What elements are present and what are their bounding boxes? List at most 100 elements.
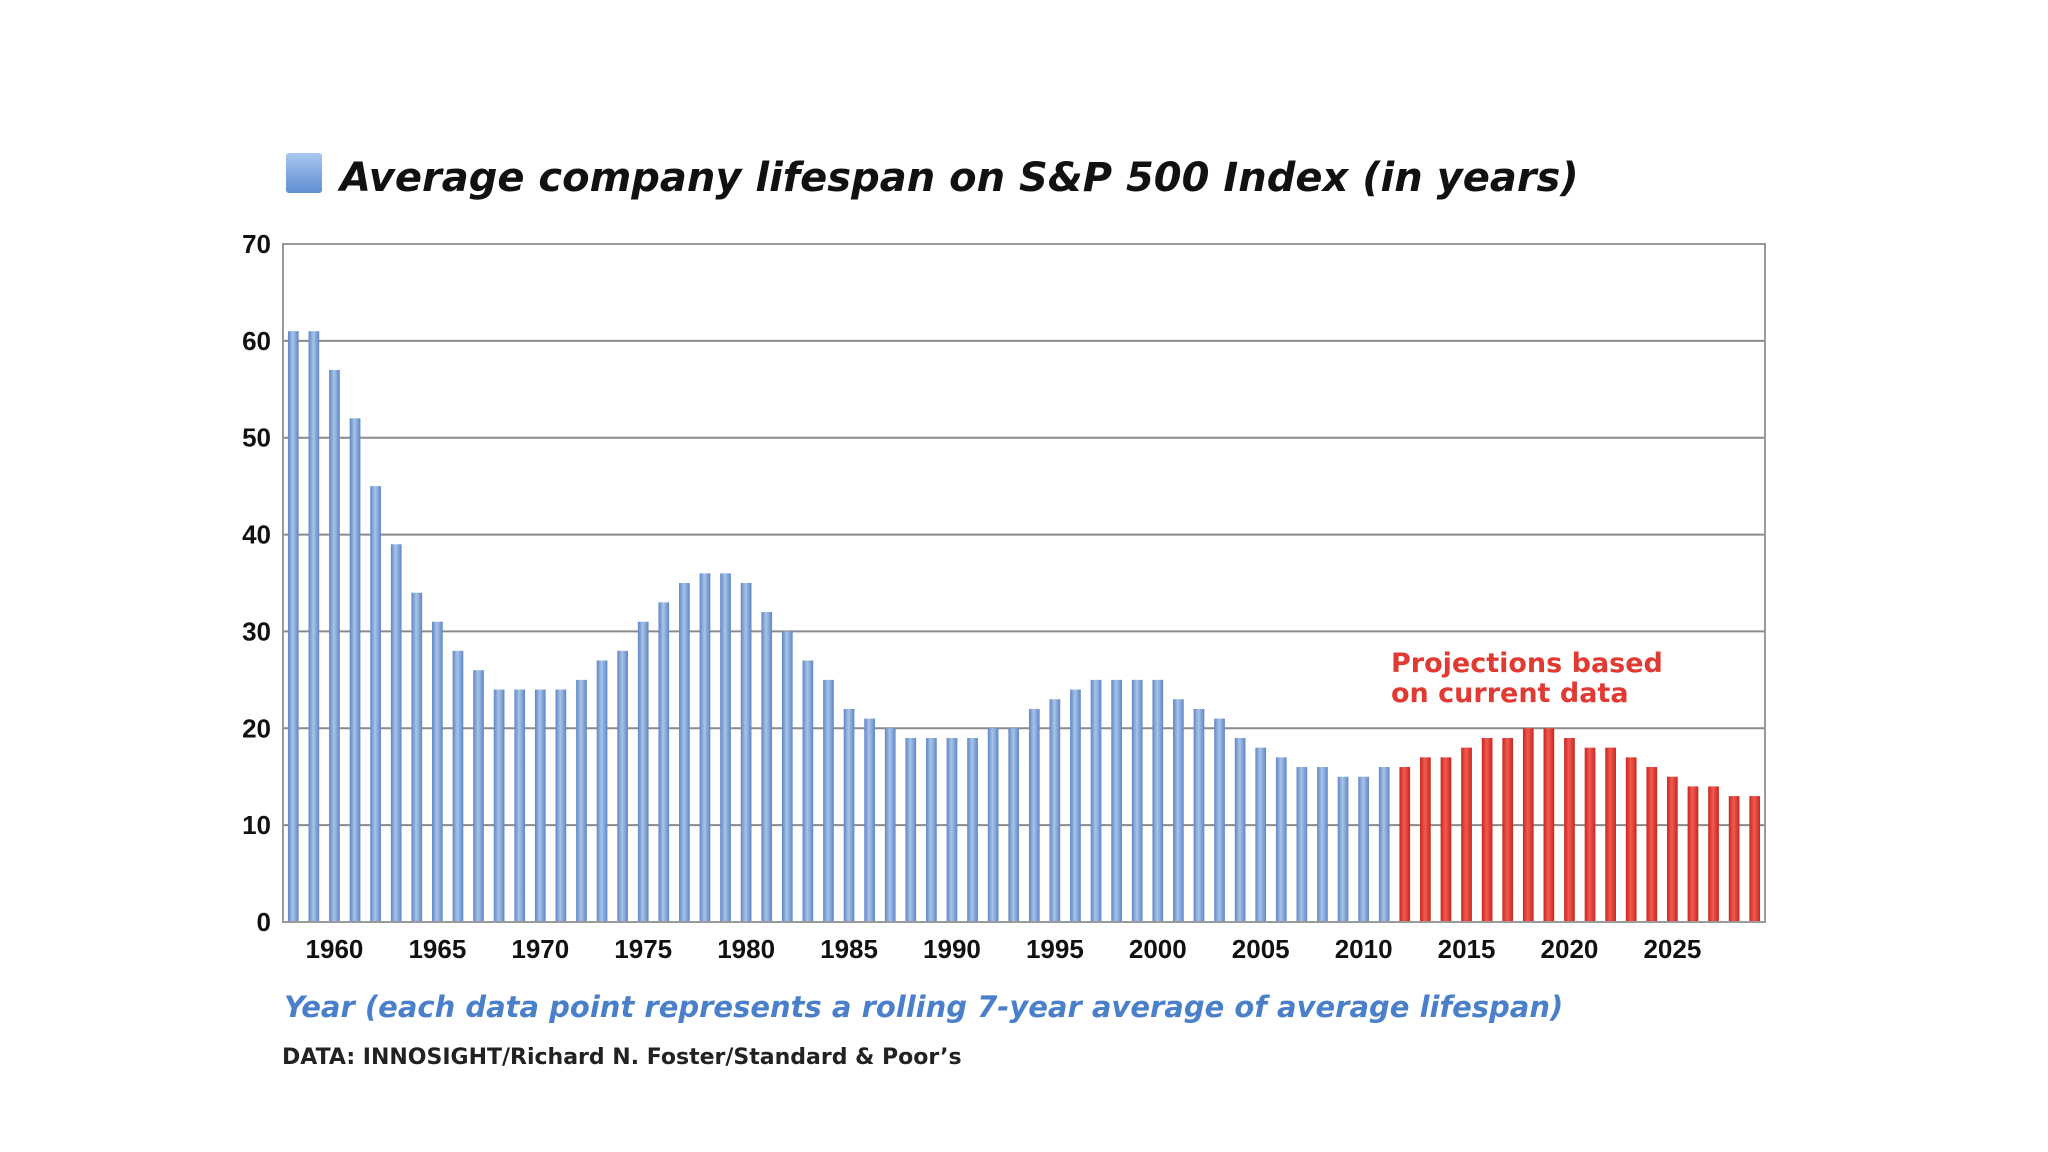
bar-1986 [864, 718, 875, 922]
bar-1960 [329, 369, 340, 922]
annotation-line-1: Projections based [1391, 648, 1663, 679]
bar-1993 [1008, 728, 1020, 922]
bars [287, 331, 1761, 923]
y-tick-label: 10 [242, 810, 271, 840]
bar-1991 [967, 737, 978, 922]
x-tick-label: 1965 [408, 934, 466, 964]
bar-2006 [1275, 757, 1287, 922]
bar-1963 [390, 544, 402, 922]
bar-1988 [905, 737, 917, 922]
bar-2005 [1255, 747, 1267, 922]
projection-bar-2026 [1687, 786, 1699, 922]
projection-bar-2028 [1728, 796, 1740, 922]
y-tick-label: 70 [242, 229, 271, 259]
x-tick-label: 2020 [1541, 934, 1599, 964]
bar-2007 [1296, 767, 1308, 922]
bar-1972 [576, 679, 587, 922]
x-axis-label: Year (each data point represents a rolli… [284, 990, 1563, 1024]
projection-bar-2017 [1502, 737, 1514, 922]
bar-2009 [1337, 776, 1349, 922]
x-tick-label: 1975 [614, 934, 672, 964]
projection-bar-2023 [1625, 757, 1637, 922]
bar-1995 [1049, 699, 1061, 922]
x-tick-label: 2010 [1335, 934, 1393, 964]
projection-annotation: Projections based on current data [1391, 648, 1663, 709]
bar-2000 [1152, 679, 1164, 922]
x-tick-label: 1995 [1026, 934, 1084, 964]
y-tick-label: 50 [242, 423, 271, 453]
y-tick-label: 0 [257, 907, 271, 937]
legend-swatch [286, 153, 322, 193]
x-tick-label: 1980 [717, 934, 775, 964]
plot-frame [282, 243, 1766, 923]
bar-1990 [946, 737, 958, 922]
bar-1962 [370, 486, 381, 922]
bar-1958 [287, 331, 299, 923]
projection-bar-2025 [1667, 776, 1678, 922]
y-axis-ticks: 0 10 20 30 40 50 60 70 [242, 229, 271, 937]
projection-bar-2029 [1749, 796, 1761, 922]
bar-1977 [679, 583, 690, 922]
x-tick-label: 1985 [820, 934, 878, 964]
gridlines [283, 339, 1765, 827]
bar-1987 [884, 728, 896, 922]
x-tick-label: 2015 [1438, 934, 1496, 964]
bar-2002 [1193, 708, 1205, 922]
bar-1961 [349, 418, 361, 922]
bar-1973 [596, 660, 608, 922]
x-tick-label: 1990 [923, 934, 981, 964]
x-axis-ticks: 1960 1965 1970 1975 1980 1985 1990 1995 2000 2005… [306, 934, 1702, 964]
bar-1974 [617, 650, 628, 922]
bar-2003 [1214, 718, 1225, 922]
projection-bar-2016 [1481, 737, 1493, 922]
bar-1971 [555, 689, 567, 922]
y-tick-label: 20 [242, 713, 271, 743]
bar-1983 [802, 660, 814, 922]
bar-1976 [658, 602, 670, 922]
x-tick-label: 1960 [306, 934, 364, 964]
y-tick-label: 30 [242, 616, 271, 646]
y-tick-label: 60 [242, 326, 271, 356]
bar-1998 [1111, 679, 1122, 922]
bar-2010 [1358, 776, 1369, 922]
bar-1981 [761, 612, 773, 922]
x-tick-label: 2005 [1232, 934, 1290, 964]
bar-1965 [432, 621, 443, 922]
projection-bar-2015 [1461, 747, 1472, 922]
bar-1992 [987, 728, 999, 922]
bar-1979 [720, 573, 731, 922]
bar-1997 [1090, 679, 1102, 922]
bar-1964 [411, 592, 423, 922]
bar-1996 [1070, 689, 1081, 922]
bar-2001 [1173, 699, 1184, 922]
bar-1985 [843, 708, 855, 922]
bar-1999 [1131, 679, 1143, 922]
projection-bar-2021 [1584, 747, 1596, 922]
projection-bar-2027 [1708, 786, 1719, 922]
projection-bar-2020 [1564, 737, 1575, 922]
bar-1970 [534, 689, 546, 922]
annotation-line-2: on current data [1391, 678, 1629, 709]
bar-1989 [926, 737, 937, 922]
bar-1968 [493, 689, 505, 922]
bar-1984 [823, 679, 834, 922]
bar-1969 [514, 689, 526, 922]
x-tick-label: 2000 [1129, 934, 1187, 964]
projection-bar-2013 [1420, 757, 1431, 922]
projection-bar-2022 [1605, 747, 1616, 922]
projection-bar-2018 [1522, 728, 1534, 922]
bar-1975 [637, 621, 649, 922]
bar-2008 [1317, 767, 1328, 922]
bar-1966 [452, 650, 464, 922]
y-tick-label: 40 [242, 520, 271, 550]
bar-1967 [473, 670, 484, 922]
projection-bar-2019 [1543, 728, 1555, 922]
chart-title: Average company lifespan on S&P 500 Inde… [337, 155, 1579, 201]
projection-bar-2014 [1440, 757, 1452, 922]
bar-1978 [699, 573, 711, 922]
legend: Average company lifespan on S&P 500 Inde… [286, 153, 1579, 201]
bar-1959 [308, 331, 320, 923]
bar-2011 [1378, 767, 1390, 922]
projection-bar-2024 [1646, 767, 1658, 922]
bar-2004 [1234, 737, 1246, 922]
